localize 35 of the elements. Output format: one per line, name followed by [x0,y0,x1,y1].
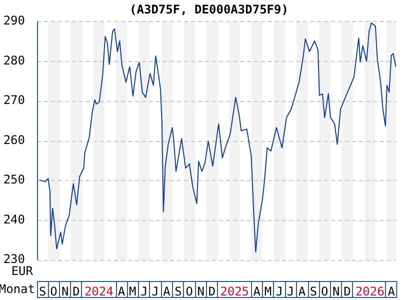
y-tick-label: 260 [3,132,25,147]
y-tick-label: 230 [3,252,25,266]
x-tick-label: A [298,284,306,298]
x-tick-label: J [286,284,294,298]
x-tick-label: S [38,284,46,298]
x-tick-label: O [50,284,58,298]
x-tick-label: A [118,284,126,298]
x-tick-label: 2024 [84,284,114,298]
x-tick-label: J [276,284,284,298]
y-tick-label: 290 [3,14,25,28]
x-tick-label: D [344,284,351,298]
x-tick-label: 2026 [355,284,384,298]
chart-title: (A3D75F, DE000A3D75F9) [130,2,288,16]
x-tick-label: N [62,284,69,298]
x-tick-label: J [152,284,159,298]
x-tick-label: N [332,284,340,298]
x-tick-label: S [174,284,182,298]
x-tick-label: O [186,284,193,298]
y-tick-label: 250 [3,172,25,187]
x-tick-label: A [163,284,172,298]
x-tick-label: 2025 [220,284,250,298]
y-axis-title: EUR [11,264,34,278]
x-tick-label: A [388,284,396,298]
x-tick-label: M [129,284,136,298]
y-tick-label: 270 [3,93,25,108]
x-tick-label: S [310,284,318,298]
x-tick-label: D [208,284,216,298]
x-tick-label: D [72,284,80,298]
x-tick-label: J [140,284,148,298]
x-tick-label: N [197,284,204,298]
x-tick-label: A [253,284,262,298]
y-tick-label: 280 [3,53,25,68]
x-tick-label: M [264,284,272,298]
y-tick-label: 240 [3,212,25,226]
x-tick-label: O [321,284,328,298]
